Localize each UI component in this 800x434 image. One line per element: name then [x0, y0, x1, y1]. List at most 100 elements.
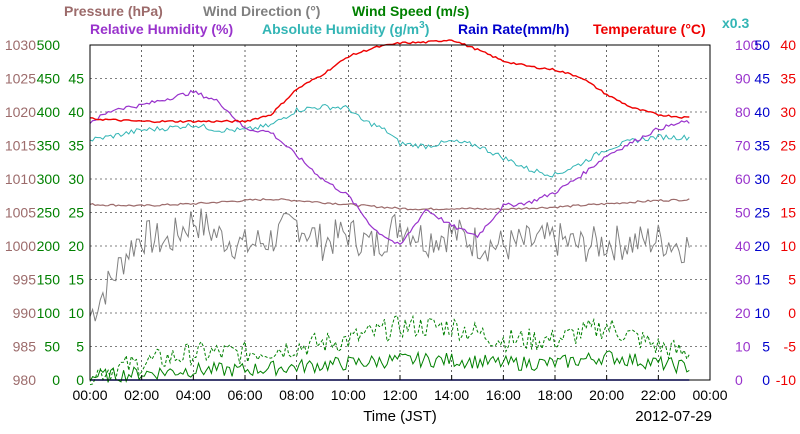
y-tick-wind-speed: 10: [68, 305, 84, 321]
y-tick-pressure: 1010: [5, 171, 36, 187]
y-tick-rain-rate: 5: [762, 339, 770, 355]
y-tick-rain-rate: 40: [754, 104, 770, 120]
series-absolute_humidity_x0.3: [89, 103, 690, 178]
x-tick-label: 02:00: [124, 387, 159, 403]
y-tick-wind-direction: 100: [37, 305, 61, 321]
y-tick-pressure: 980: [13, 372, 37, 388]
y-tick-rain-rate: 25: [754, 205, 770, 221]
y-tick-relative-humidity: 0: [735, 372, 743, 388]
y-tick-pressure: 1000: [5, 238, 36, 254]
y-tick-rain-rate: 20: [754, 238, 770, 254]
y-tick-wind-direction: 150: [37, 272, 61, 288]
y-tick-rain-rate: 35: [754, 138, 770, 154]
y-tick-temperature: 25: [780, 138, 796, 154]
y-tick-temperature: 30: [780, 104, 796, 120]
y-axes: 1030102510201015101010051000995990985980…: [5, 37, 796, 388]
y-tick-temperature: 20: [780, 171, 796, 187]
y-tick-wind-direction: 350: [37, 138, 61, 154]
legend-absolute-humidity: Absolute Humidity (g/m3): [262, 20, 429, 37]
x-tick-label: 10:00: [331, 387, 366, 403]
y-tick-wind-speed: 40: [68, 104, 84, 120]
y-tick-rain-rate: 50: [754, 37, 770, 53]
x-axis: 00:00 02:00 04:00 06:00 08:00 10:00 12:00 14:00…: [72, 375, 728, 403]
y-tick-relative-humidity: 30: [735, 272, 751, 288]
x-tick-label: 00:00: [692, 387, 727, 403]
y-tick-pressure: 1005: [5, 205, 36, 221]
y-tick-temperature: 5: [788, 272, 796, 288]
x-tick-label: 22:00: [641, 387, 676, 403]
legend-absolute-humidity-sup: 3: [419, 20, 425, 31]
x-tick-label: 06:00: [227, 387, 262, 403]
series-group: [89, 39, 690, 386]
y-tick-temperature: 35: [780, 71, 796, 87]
legend-wind-speed: Wind Speed (m/s): [352, 3, 469, 19]
y-tick-relative-humidity: 10: [735, 339, 751, 355]
y-tick-wind-speed: 25: [68, 205, 84, 221]
x-tick-label: 18:00: [537, 387, 572, 403]
y-tick-relative-humidity: 100: [735, 37, 759, 53]
legend-rain-rate: Rain Rate(mm/h): [458, 21, 569, 37]
y-tick-pressure: 1015: [5, 138, 36, 154]
y-tick-relative-humidity: 20: [735, 305, 751, 321]
legend-wind-direction: Wind Direction (°): [203, 3, 320, 19]
y-tick-relative-humidity: 50: [735, 205, 751, 221]
y-tick-wind-speed: 20: [68, 238, 84, 254]
x-tick-label: 14:00: [434, 387, 469, 403]
y-tick-wind-direction: 0: [52, 372, 60, 388]
y-tick-temperature: -5: [784, 339, 797, 355]
y-tick-relative-humidity: 70: [735, 138, 751, 154]
y-tick-rain-rate: 0: [762, 372, 770, 388]
legend-absolute-humidity-text: Absolute Humidity (g/m: [262, 21, 419, 37]
chart-date: 2012-07-29: [635, 408, 712, 425]
y-tick-pressure: 995: [13, 272, 37, 288]
y-tick-wind-speed: 30: [68, 171, 84, 187]
y-tick-rain-rate: 15: [754, 272, 770, 288]
y-tick-pressure: 1020: [5, 104, 36, 120]
series-temperature: [89, 39, 690, 124]
y-tick-wind-direction: 500: [37, 37, 61, 53]
series-pressure: [89, 198, 690, 211]
x-tick-label: 16:00: [486, 387, 521, 403]
y-tick-pressure: 1025: [5, 71, 36, 87]
x-tick-label: 20:00: [589, 387, 624, 403]
x-tick-label: 08:00: [279, 387, 314, 403]
y-tick-relative-humidity: 80: [735, 104, 751, 120]
y-tick-pressure: 985: [13, 339, 37, 355]
y-tick-wind-direction: 250: [37, 205, 61, 221]
y-tick-rain-rate: 10: [754, 305, 770, 321]
y-tick-relative-humidity: 60: [735, 171, 751, 187]
y-tick-pressure: 1030: [5, 37, 36, 53]
y-tick-temperature: 0: [788, 305, 796, 321]
y-tick-wind-speed: 45: [68, 71, 84, 87]
y-tick-pressure: 990: [13, 305, 37, 321]
y-tick-wind-speed: 35: [68, 138, 84, 154]
legend-x0.3: x0.3: [722, 15, 749, 31]
series-wind_speed_mean: [89, 350, 690, 383]
grid: [90, 45, 710, 380]
series-relative_humidity: [89, 89, 690, 245]
x-axis-label: Time (JST): [363, 408, 437, 425]
x-tick-label: 04:00: [176, 387, 211, 403]
y-tick-wind-speed: 15: [68, 272, 84, 288]
y-tick-wind-direction: 300: [37, 171, 61, 187]
y-tick-rain-rate: 30: [754, 171, 770, 187]
series-wind_speed_gust: [89, 314, 690, 386]
y-tick-relative-humidity: 90: [735, 71, 751, 87]
y-tick-relative-humidity: 40: [735, 238, 751, 254]
y-tick-rain-rate: 45: [754, 71, 770, 87]
legend-absolute-humidity-close: ): [425, 21, 430, 37]
y-tick-wind-speed: 5: [76, 339, 84, 355]
y-tick-temperature: 40: [780, 37, 796, 53]
y-tick-wind-direction: 200: [37, 238, 61, 254]
legend-temperature: Temperature (°C): [593, 21, 706, 37]
x-tick-label: 12:00: [382, 387, 417, 403]
y-tick-temperature: 15: [780, 205, 796, 221]
y-tick-wind-direction: 50: [44, 339, 60, 355]
series-wind_direction: [89, 208, 690, 322]
legend-pressure: Pressure (hPa): [64, 3, 163, 19]
y-tick-wind-direction: 450: [37, 71, 61, 87]
y-tick-temperature: 10: [780, 238, 796, 254]
y-tick-wind-speed: 0: [76, 372, 84, 388]
y-tick-temperature: -10: [776, 372, 796, 388]
